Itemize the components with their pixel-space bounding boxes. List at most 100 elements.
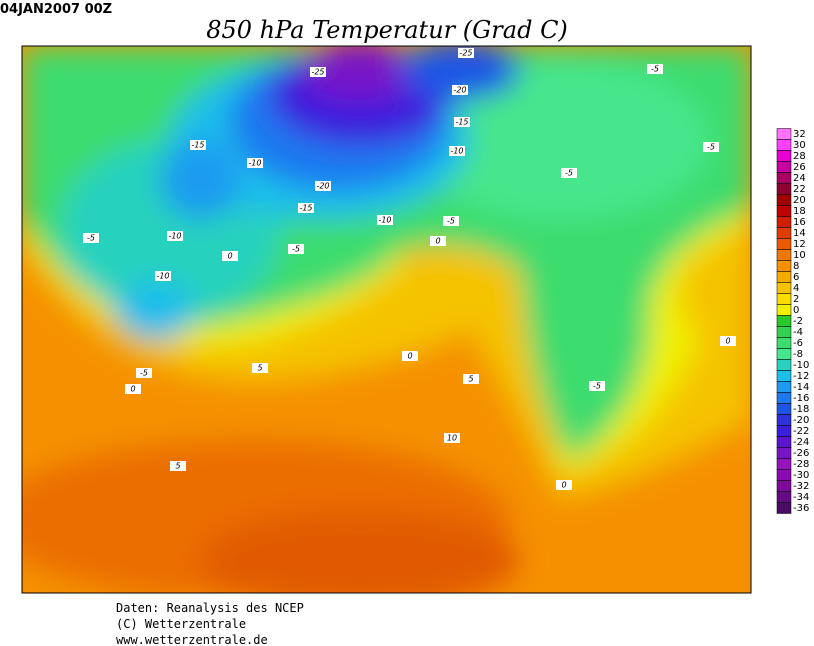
footer-line: (C) Wetterzentrale [116,617,246,631]
contour-label: -5 [447,217,455,226]
colorbar-label: 16 [793,217,806,228]
colorbar-box [776,293,792,305]
contour-label: -5 [565,169,573,178]
colorbar-box [776,205,792,217]
contour-label: -10 [248,159,261,168]
colorbar-label: -2 [793,316,803,327]
contour-label: -20 [453,86,466,95]
contour-label-bg [703,142,719,152]
colorbar-box [776,216,792,228]
colorbar-box [776,315,792,327]
colorbar-label: -20 [793,415,809,426]
colorbar-box [776,403,792,415]
colorbar-label: -22 [793,426,809,437]
contour-label: -10 [378,216,391,225]
contour-label-bg [315,181,331,191]
contour-label: -20 [316,182,329,191]
colorbar-label: -36 [793,503,809,514]
colorbar-box [776,304,792,316]
colorbar-label: 32 [793,129,806,140]
colorbar-box [776,183,792,195]
colorbar-label: -4 [793,327,803,338]
contour-label: -5 [593,382,601,391]
colorbar-label: 14 [793,228,806,239]
colorbar-label: 24 [793,173,806,184]
colorbar-label: -34 [793,492,809,503]
contour-labels: -25-25-20-15-15-10-10-5-5-5-20-15-10 -50-… [83,48,736,490]
contour-label-bg [190,140,206,150]
contour-label: -10 [156,272,169,281]
colorbar-label: -14 [793,382,809,393]
colorbar-box [776,128,792,140]
contour-label-bg [561,168,577,178]
contour-label-bg [402,351,418,361]
contour-label-bg [222,251,238,261]
contour-label-bg [443,216,459,226]
colorbar-box [776,348,792,360]
contour-label: 0 [561,481,566,490]
colorbar-box [776,359,792,371]
contour-label: 0 [227,252,232,261]
contour-label: -5 [651,65,659,74]
contour-label-bg [463,374,479,384]
colorbar-label: 20 [793,195,806,206]
colorbar-label: 30 [793,140,806,151]
footer-line: www.wetterzentrale.de [116,633,268,646]
contour-label: -25 [459,49,472,58]
contour-label: -5 [87,234,95,243]
colorbar-label: -28 [793,459,809,470]
contour-label: -15 [455,118,468,127]
contour-label-bg [444,433,460,443]
contour-label-bg [310,67,326,77]
contour-label: 0 [130,385,135,394]
colorbar-box [776,271,792,283]
footer-line: Daten: Reanalysis des NCEP [116,601,304,615]
colorbar-box [776,161,792,173]
contour-label: 0 [725,337,730,346]
colorbar-label: 0 [793,305,799,316]
colorbar-box [776,139,792,151]
contour-label-bg [377,215,393,225]
colorbar-label: 22 [793,184,806,195]
contour-label-bg [449,146,465,156]
contour-label-bg [167,231,183,241]
colorbar-box [776,381,792,393]
colorbar-label: -10 [793,360,809,371]
colorbar-label: 12 [793,239,806,250]
map [22,46,751,593]
contour-label: -5 [707,143,715,152]
colorbar-label: -18 [793,404,809,415]
colorbar-box [776,491,792,503]
colorbar-box [776,249,792,261]
colorbar-box [776,392,792,404]
colorbar-label: -24 [793,437,809,448]
contour-label-bg [454,117,470,127]
title: 850 hPa Temperatur (Grad C) [206,16,568,44]
colorbar-box [776,227,792,239]
contour-label: -5 [292,245,300,254]
colorbar-label: -26 [793,448,809,459]
colorbar-label: 6 [793,272,799,283]
map-frame [21,45,752,594]
colorbar-label: -32 [793,481,809,492]
colorbar-box [776,469,792,481]
contour-label: -25 [311,68,324,77]
contour-label-bg [720,336,736,346]
contour-label-bg [288,244,304,254]
colorbar-label: -16 [793,393,809,404]
colorbar-label: 10 [793,250,806,261]
colorbar-box [776,172,792,184]
contour-label: 0 [435,237,440,246]
colorbar-label: -12 [793,371,809,382]
colorbar-label: -8 [793,349,803,360]
colorbar-label: 8 [793,261,799,272]
contour-label-bg [136,368,152,378]
contour-label: -5 [140,369,148,378]
contour-label: -15 [191,141,204,150]
contour-label-bg [247,158,263,168]
contour-label: 5 [175,462,180,471]
colorbar-box [776,425,792,437]
contour-label: -15 [299,204,312,213]
colorbar-box [776,282,792,294]
